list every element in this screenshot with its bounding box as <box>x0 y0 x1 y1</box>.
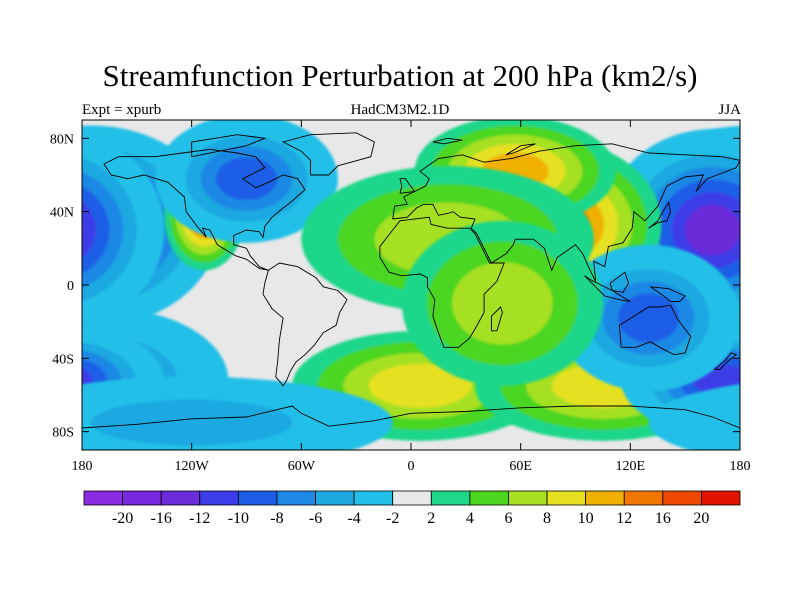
contour-band <box>749 400 800 446</box>
lat-tick-label: 40N <box>50 206 74 221</box>
contour-band <box>0 245 82 392</box>
colorbar-label: -8 <box>270 510 283 527</box>
svalbard-coast <box>432 137 463 145</box>
colorbar-swatch <box>315 490 355 506</box>
british-isles-coast <box>399 178 416 194</box>
contour-band <box>0 306 6 330</box>
new-zealand-coast <box>714 352 738 370</box>
season-label: JJA <box>718 102 741 118</box>
colorbar-swatch <box>199 490 239 506</box>
colorbar-swatch <box>83 490 123 506</box>
model-label: HadCM3M2.1D <box>350 102 450 118</box>
contour-band <box>0 331 73 441</box>
colorbar-label: -20 <box>112 510 133 527</box>
lat-tick-label: 40S <box>52 352 74 367</box>
lon-tick-label: 60E <box>509 459 532 474</box>
colorbar-label: -10 <box>228 510 249 527</box>
colorbar-label: 4 <box>466 510 474 527</box>
north-america-coast <box>103 148 306 271</box>
colorbar-label: 20 <box>693 510 709 527</box>
contour-band <box>633 305 664 331</box>
lon-tick-label: 60W <box>288 459 316 474</box>
colorbar-label: 12 <box>616 510 632 527</box>
colorbar-label: 8 <box>543 510 551 527</box>
contour-band <box>49 372 78 388</box>
experiment-label: Expt = xpurb <box>82 102 162 118</box>
lat-tick-label: 80N <box>50 132 74 147</box>
colorbar-label: -16 <box>151 510 172 527</box>
contour-band <box>0 142 3 307</box>
field-contours <box>0 120 800 450</box>
contour-band <box>41 217 68 242</box>
colorbar-swatch <box>508 490 548 506</box>
contour-band <box>0 269 52 367</box>
lat-tick-label: 0 <box>67 279 74 294</box>
map-title: Streamfunction Perturbation at 200 hPa (… <box>102 58 698 93</box>
contour-band <box>394 374 446 397</box>
colorbar: -20 -16 -12 -10 -8 -6 -4 -2 2 4 6 8 10 12 16 20 <box>83 490 741 527</box>
coastlines <box>82 132 740 429</box>
africa-coast <box>379 216 505 348</box>
lon-tick-label: 180 <box>730 459 751 474</box>
south-america-coast <box>262 262 348 387</box>
indonesia-coast <box>584 275 631 302</box>
colorbar-swatch <box>623 490 664 506</box>
contour-band <box>82 201 96 259</box>
novaya-zemlya-coast <box>505 143 536 156</box>
arctic-islands-coast <box>191 134 267 158</box>
contour-band <box>698 398 740 447</box>
madagascar-coast <box>490 306 503 332</box>
colorbar-label: 2 <box>427 510 435 527</box>
contour-band <box>0 353 22 419</box>
field-feature <box>401 220 603 386</box>
colorbar-swatch <box>122 490 162 506</box>
colorbar-label: -4 <box>347 510 360 527</box>
colorbar-swatch <box>276 490 316 506</box>
borneo-coast <box>609 271 629 293</box>
field-feature <box>82 376 800 450</box>
lon-tick-label: 120E <box>616 459 646 474</box>
contour-band <box>0 342 47 430</box>
colorbar-label: -6 <box>309 510 322 527</box>
greenland-coast <box>281 132 375 176</box>
lon-tick-label: 180 <box>72 459 93 474</box>
antarctica-coast <box>82 405 740 429</box>
colorbar-swatch <box>353 490 394 506</box>
contour-band <box>0 294 21 343</box>
contour-band <box>0 281 36 354</box>
colorbar-label: -2 <box>386 510 399 527</box>
japan-coast <box>648 201 671 229</box>
colorbar-swatch <box>546 490 587 506</box>
colorbar-swatch <box>662 490 702 506</box>
colorbar-swatch <box>469 490 509 506</box>
new-guinea-coast <box>650 286 686 302</box>
contour-band <box>477 282 528 324</box>
contour-band <box>698 217 727 243</box>
colorbar-swatch <box>392 490 432 506</box>
axis-ticks: 180 120W 60W 0 60E 120E 180 80N 40N 0 40S 80S <box>50 120 751 474</box>
colorbar-swatch <box>237 490 278 506</box>
colorbar-label: 6 <box>504 510 512 527</box>
colorbar-swatch <box>430 490 471 506</box>
lat-tick-label: 80S <box>52 426 74 441</box>
lon-tick-label: 120W <box>175 459 210 474</box>
colorbar-label: 10 <box>578 510 594 527</box>
colorbar-swatch <box>160 490 201 506</box>
contour-band <box>141 411 242 434</box>
colorbar-label: -12 <box>189 510 210 527</box>
colorbar-swatch <box>701 490 741 506</box>
colorbar-swatch <box>585 490 625 506</box>
eurasia-coast <box>392 143 740 282</box>
colorbar-label: 16 <box>655 510 671 527</box>
contour-band <box>707 372 737 389</box>
australia-coast <box>618 304 692 356</box>
lon-tick-label: 0 <box>408 459 415 474</box>
